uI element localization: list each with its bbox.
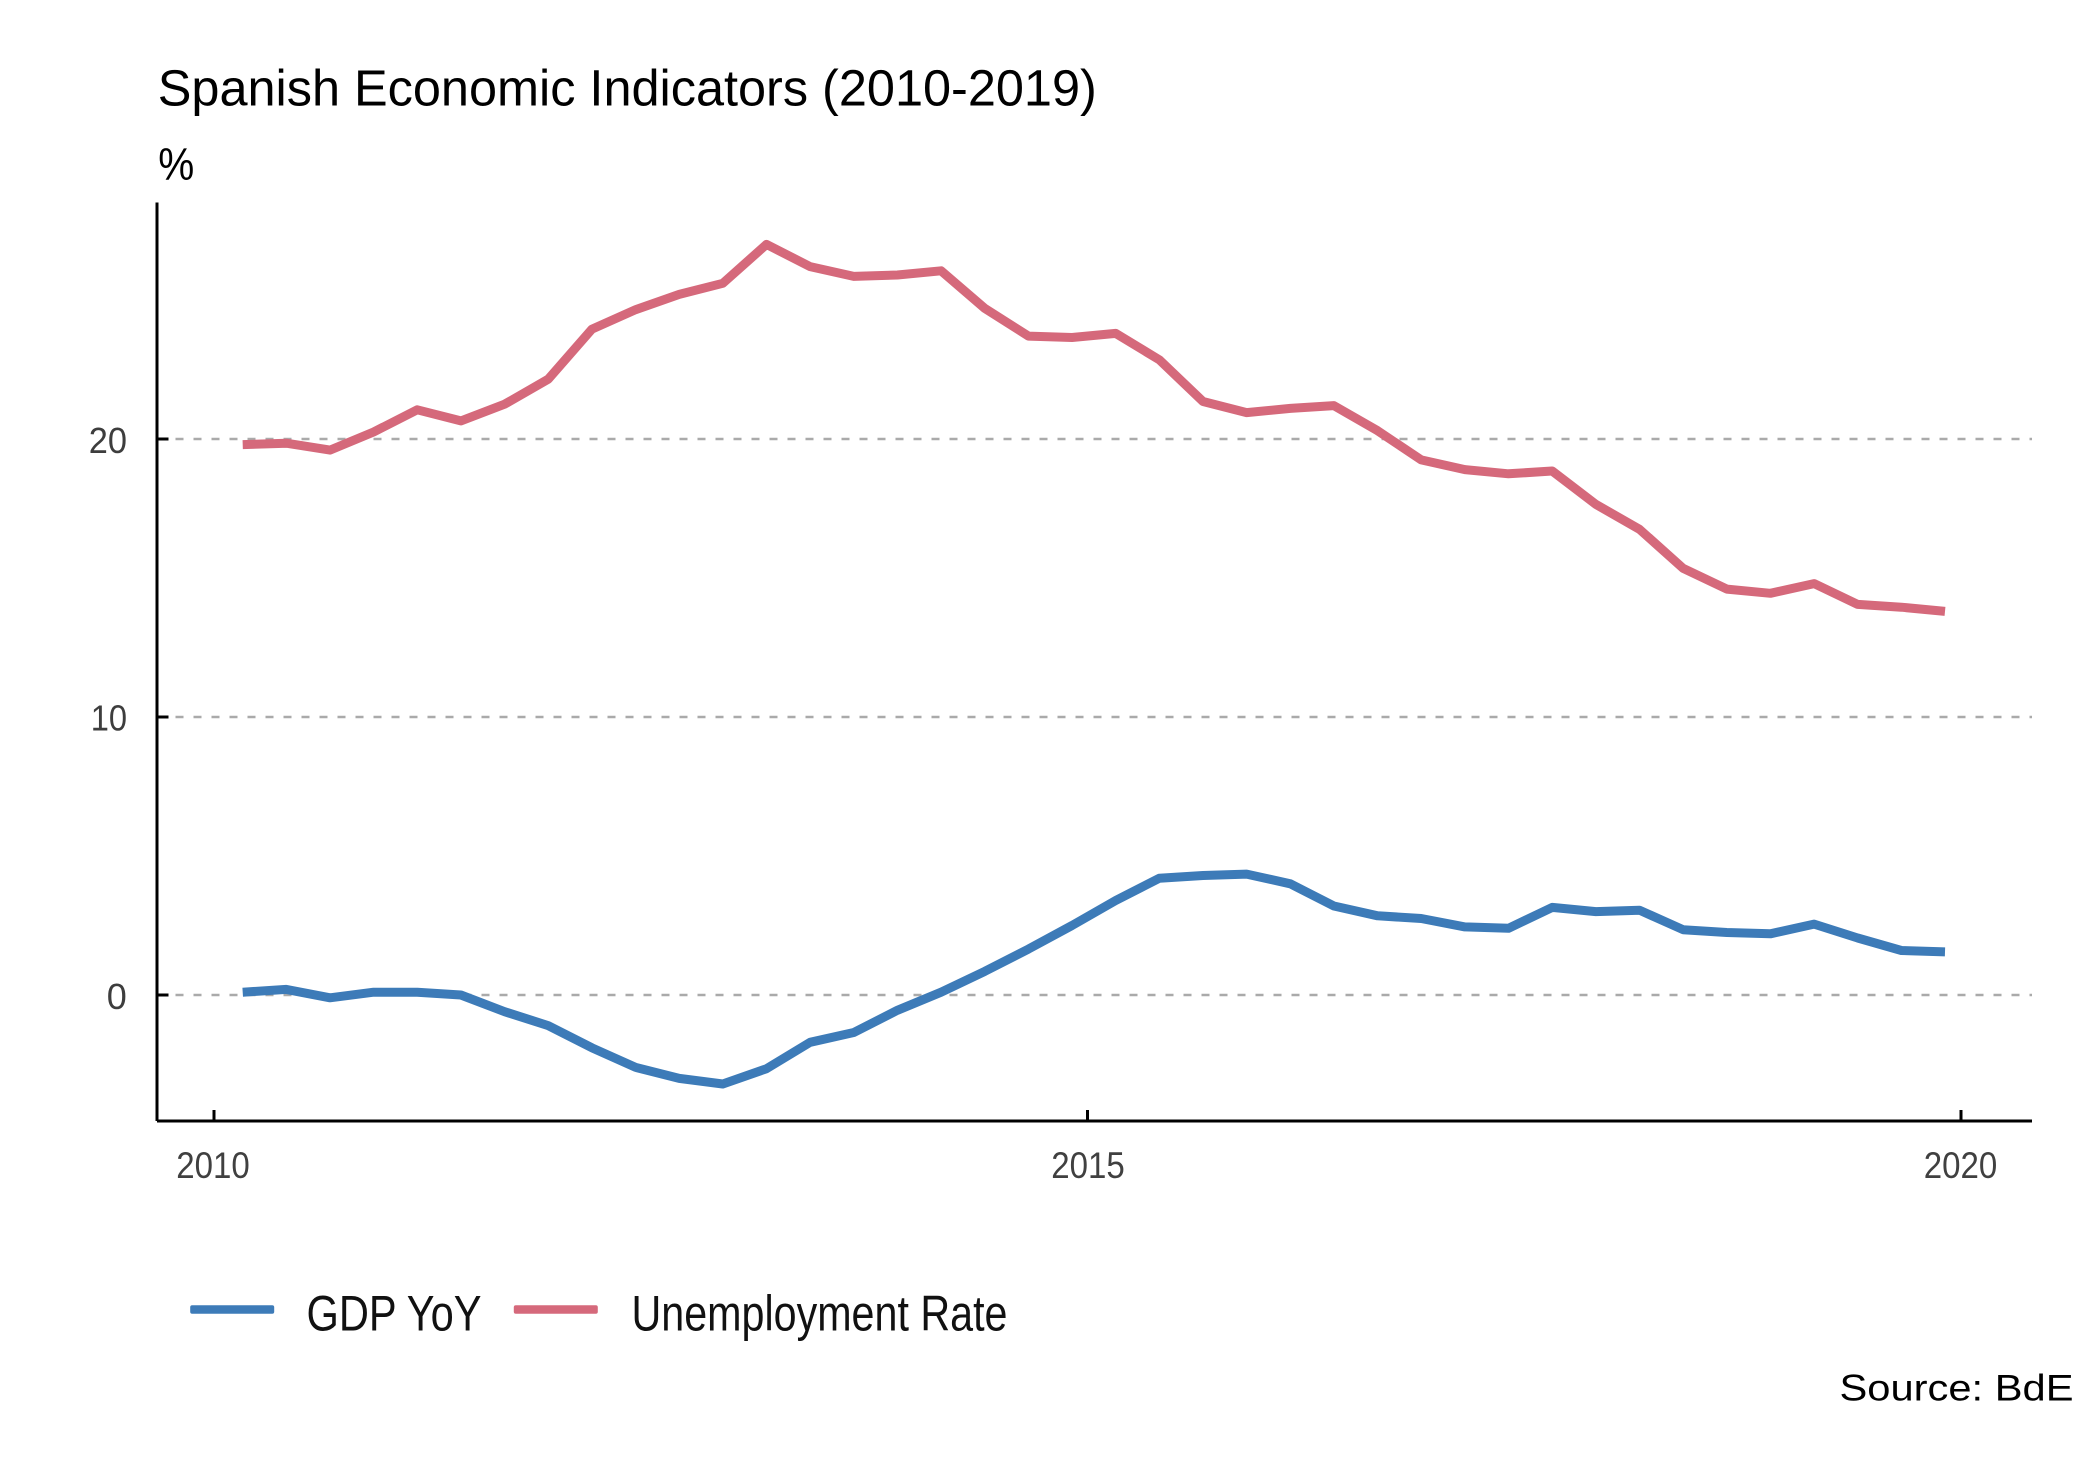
svg-text:2015: 2015: [1051, 1145, 1125, 1186]
svg-text:Spanish Economic Indicators (2: Spanish Economic Indicators (2010-2019): [158, 59, 1097, 117]
svg-text:0: 0: [107, 976, 127, 1017]
svg-text:Unemployment Rate: Unemployment Rate: [632, 1286, 1008, 1342]
svg-text:20: 20: [89, 420, 127, 461]
svg-text:GDP YoY: GDP YoY: [307, 1286, 482, 1342]
svg-text:2010: 2010: [176, 1145, 250, 1186]
svg-text:2020: 2020: [1924, 1145, 1998, 1186]
svg-text:Source: BdE: Source: BdE: [1840, 1367, 2074, 1409]
svg-text:10: 10: [91, 698, 127, 739]
svg-text:%: %: [158, 139, 194, 190]
